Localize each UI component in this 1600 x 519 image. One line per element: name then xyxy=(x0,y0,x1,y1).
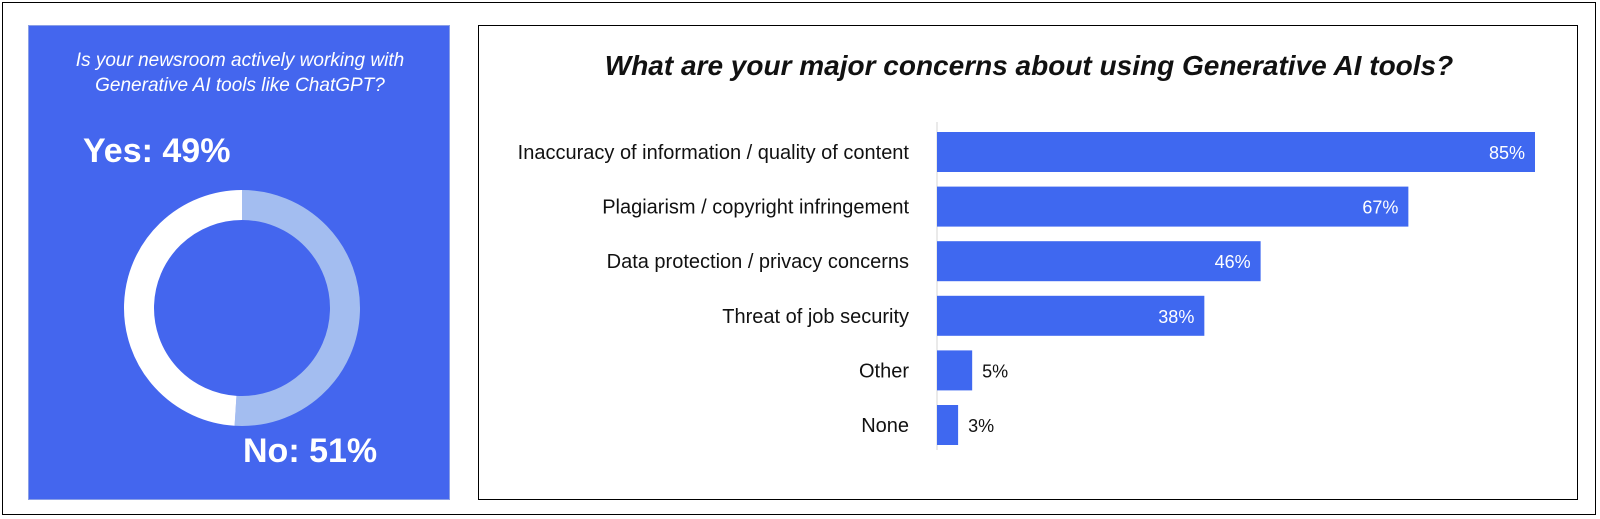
category-label-5: None xyxy=(861,415,909,437)
donut-slice-no xyxy=(234,190,360,426)
donut-label-no: No: 51% xyxy=(243,432,378,470)
donut-title: Is your newsroom actively working with G… xyxy=(75,50,405,96)
category-label-3: Threat of job security xyxy=(722,306,909,328)
category-label-1: Plagiarism / copyright infringement xyxy=(602,197,909,219)
donut-panel: Is your newsroom actively working with G… xyxy=(28,25,450,500)
value-label-0: 85% xyxy=(1489,143,1525,163)
value-label-4: 5% xyxy=(982,361,1008,381)
bar-5 xyxy=(937,405,959,445)
bar-4 xyxy=(937,350,973,391)
bar-chart: Inaccuracy of information / quality of c… xyxy=(518,122,1535,450)
donut-slice-yes xyxy=(124,190,243,426)
bar-1 xyxy=(937,186,1409,227)
bar-chart-panel: What are your major concerns about using… xyxy=(478,25,1578,500)
category-label-2: Data protection / privacy concerns xyxy=(607,251,909,273)
bar-2 xyxy=(937,241,1261,282)
bar-chart-title: What are your major concerns about using… xyxy=(604,50,1454,81)
donut-label-yes: Yes: 49% xyxy=(83,132,231,170)
value-label-5: 3% xyxy=(968,416,994,436)
donut-chart xyxy=(124,190,360,426)
value-label-2: 46% xyxy=(1215,252,1251,272)
value-label-3: 38% xyxy=(1158,307,1194,327)
category-label-4: Other xyxy=(859,360,909,382)
bar-0 xyxy=(937,132,1535,172)
category-label-0: Inaccuracy of information / quality of c… xyxy=(518,142,910,164)
bar-3 xyxy=(937,295,1205,336)
value-label-1: 67% xyxy=(1362,198,1398,218)
